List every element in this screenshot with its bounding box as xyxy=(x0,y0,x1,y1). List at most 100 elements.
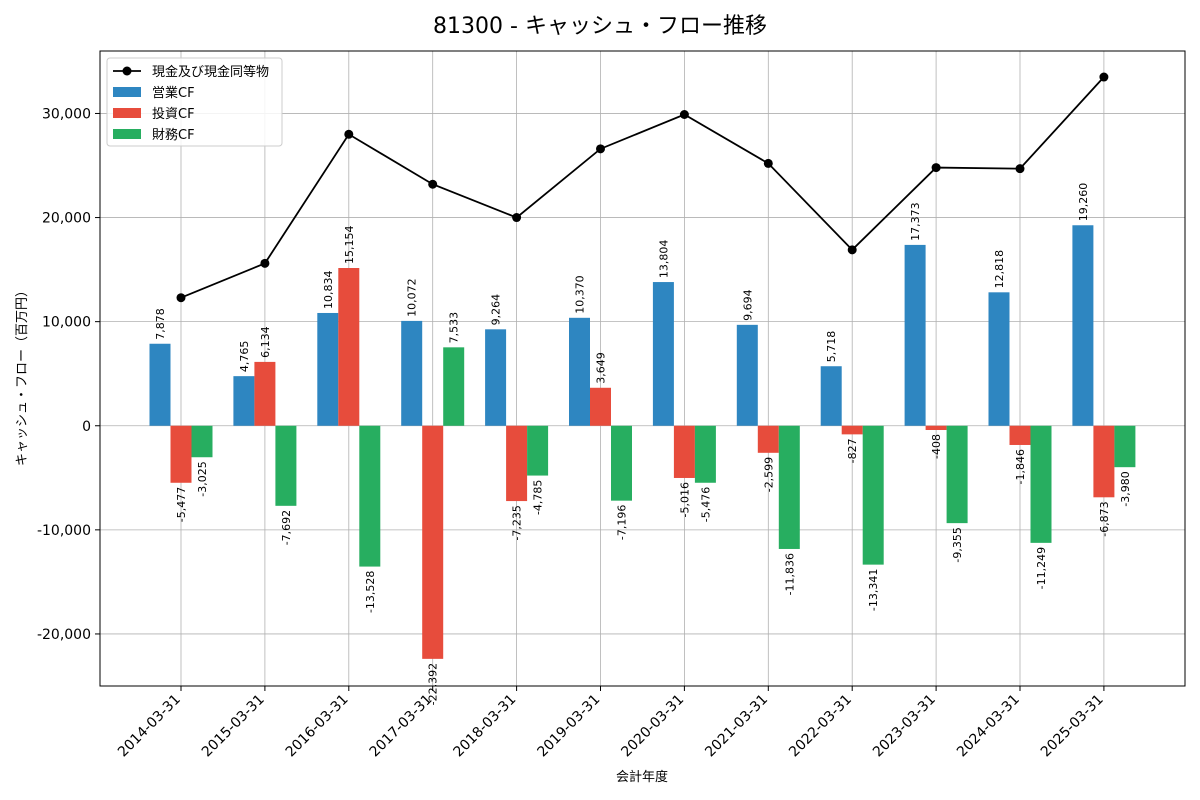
bar xyxy=(485,329,507,426)
bar xyxy=(652,282,674,426)
bar-value-label: -3,025 xyxy=(196,461,209,496)
cash-line-point xyxy=(1099,72,1109,82)
y-tick-label: 30,000 xyxy=(42,106,91,122)
bar-value-label: 13,804 xyxy=(657,240,670,279)
bar-value-label: 12,818 xyxy=(993,250,1006,289)
y-tick-label: 10,000 xyxy=(42,315,91,331)
cash-line-point xyxy=(428,179,438,189)
bar-value-label: -1,846 xyxy=(1014,449,1027,484)
bar xyxy=(1072,225,1094,426)
bar-value-label: 17,373 xyxy=(909,202,922,241)
bar-value-label: 5,718 xyxy=(825,331,838,363)
cash-line-point xyxy=(260,258,270,268)
bar xyxy=(862,425,884,565)
bar xyxy=(1093,425,1115,498)
cash-line-point xyxy=(763,158,773,168)
chart-title: 81300 - キャッシュ・フロー推移 xyxy=(433,14,767,39)
y-axis-label: キャッシュ・フロー（百万円） xyxy=(15,284,30,466)
bar xyxy=(946,425,968,524)
cash-line-point xyxy=(847,245,857,255)
bar xyxy=(988,292,1010,426)
bar xyxy=(359,425,381,567)
bar xyxy=(170,425,192,483)
bar-value-label: -7,692 xyxy=(280,510,293,545)
bar xyxy=(254,361,276,426)
legend-swatch xyxy=(113,129,141,139)
cash-line-point xyxy=(176,293,186,303)
bar-value-label: 10,072 xyxy=(406,278,419,317)
bar-value-label: -4,785 xyxy=(532,480,545,515)
bar xyxy=(694,425,716,483)
bar xyxy=(527,425,549,476)
x-tick-label: 2015-03-31 xyxy=(199,692,268,761)
x-axis-label: 会計年度 xyxy=(616,769,668,785)
y-tick-label: 20,000 xyxy=(42,211,91,227)
bar xyxy=(778,425,800,549)
cash-line-path xyxy=(180,76,1105,299)
x-tick-label: 2022-03-31 xyxy=(786,692,855,761)
x-tick-label: 2016-03-31 xyxy=(283,692,352,761)
bar-value-label: -5,477 xyxy=(175,487,188,522)
bar xyxy=(506,425,528,502)
bar xyxy=(317,312,339,426)
bar xyxy=(149,343,171,426)
bar xyxy=(443,347,465,426)
bar-value-label: -827 xyxy=(846,438,859,463)
bar xyxy=(590,387,611,426)
cash-line-point xyxy=(512,213,522,223)
bar-value-label: -11,836 xyxy=(783,553,796,595)
x-tick-label: 2020-03-31 xyxy=(618,692,687,761)
bar-value-label: 10,834 xyxy=(322,270,335,309)
legend-label: 投資CF xyxy=(152,106,195,122)
bar xyxy=(275,425,297,506)
legend-marker xyxy=(122,66,132,76)
bar-value-label: -6,873 xyxy=(1098,501,1111,536)
bar xyxy=(611,425,632,501)
x-tick-label: 2021-03-31 xyxy=(702,692,771,761)
bar-value-label: 7,878 xyxy=(154,308,167,340)
bar-value-label: 9,694 xyxy=(741,289,754,321)
cash-line-point xyxy=(679,110,689,119)
bar-value-label: -9,355 xyxy=(951,527,964,562)
bar-value-label: 3,649 xyxy=(595,352,608,384)
legend-swatch xyxy=(113,108,141,118)
bar-value-label: -22,392 xyxy=(427,663,440,705)
bar xyxy=(1114,425,1136,468)
bar-value-label: -7,196 xyxy=(616,505,629,540)
bar-value-label: -7,235 xyxy=(511,505,524,540)
bar-value-label: -13,341 xyxy=(867,569,880,611)
legend-label: 財務CF xyxy=(152,128,195,143)
bar-value-label: 9,264 xyxy=(490,294,503,325)
bar-value-label: 15,154 xyxy=(343,226,356,265)
legend-label: 営業CF xyxy=(152,85,195,101)
x-tick-label: 2017-03-31 xyxy=(367,692,436,761)
bar-value-label: 6,134 xyxy=(259,326,272,358)
bar xyxy=(191,425,213,458)
plot-frame xyxy=(99,50,1186,687)
bar-value-label: -11,249 xyxy=(1035,547,1048,589)
bar-value-label: 4,765 xyxy=(238,341,251,373)
bar xyxy=(401,320,423,426)
bar xyxy=(820,366,842,426)
bar-value-label: -5,016 xyxy=(678,482,691,517)
bar xyxy=(338,268,360,426)
x-tick-label: 2023-03-31 xyxy=(870,692,939,761)
cash-line-point xyxy=(344,129,354,139)
bar-value-label: 10,370 xyxy=(574,275,587,314)
bar-value-label: -2,599 xyxy=(762,457,775,492)
bar xyxy=(841,425,863,435)
cash-line-point xyxy=(1015,164,1025,174)
bar xyxy=(1009,425,1031,445)
legend-swatch xyxy=(113,87,141,97)
legend-box xyxy=(106,57,283,147)
bar-value-label: -408 xyxy=(930,434,943,459)
bar xyxy=(569,317,590,426)
bar xyxy=(422,425,444,659)
x-tick-label: 2024-03-31 xyxy=(954,692,1023,761)
bar xyxy=(925,425,947,431)
x-tick-label: 2019-03-31 xyxy=(534,692,603,761)
bar xyxy=(904,244,926,426)
legend-label: 現金及び現金同等物 xyxy=(152,64,269,80)
